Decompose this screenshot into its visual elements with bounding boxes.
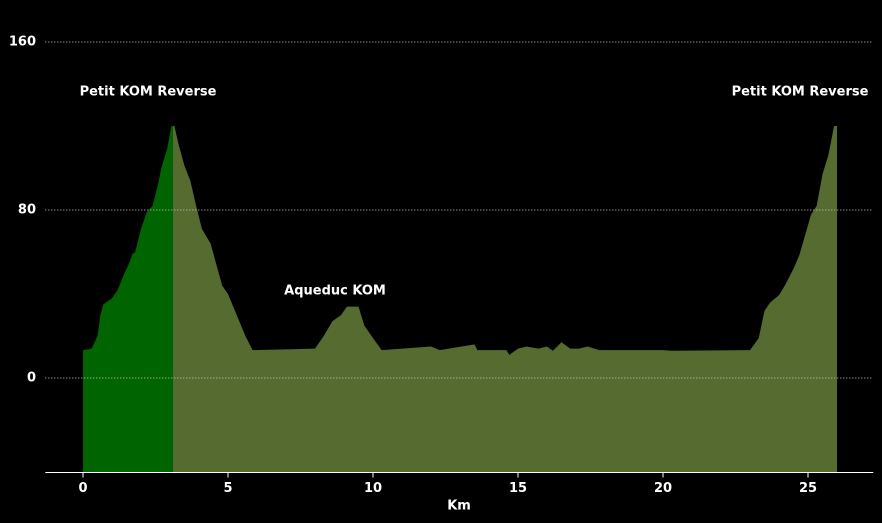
x-tick-label: 25 xyxy=(799,481,817,496)
x-tick-label: 5 xyxy=(223,481,232,496)
x-tick-label: 15 xyxy=(509,481,527,496)
annotation: Petit KOM Reverse xyxy=(80,85,217,100)
annotation: Petit KOM Reverse xyxy=(732,85,869,100)
y-tick-label: 80 xyxy=(18,203,36,218)
x-tick-label: 0 xyxy=(78,481,87,496)
x-tick-label: 10 xyxy=(364,481,382,496)
x-tick-label: 20 xyxy=(654,481,672,496)
elevation-area xyxy=(83,126,173,473)
elevation-area xyxy=(172,126,837,473)
annotation: Aqueduc KOM xyxy=(284,284,386,299)
y-tick-label: 0 xyxy=(27,371,36,386)
y-tick-label: 160 xyxy=(9,35,36,50)
x-axis-label: Km xyxy=(447,499,471,514)
